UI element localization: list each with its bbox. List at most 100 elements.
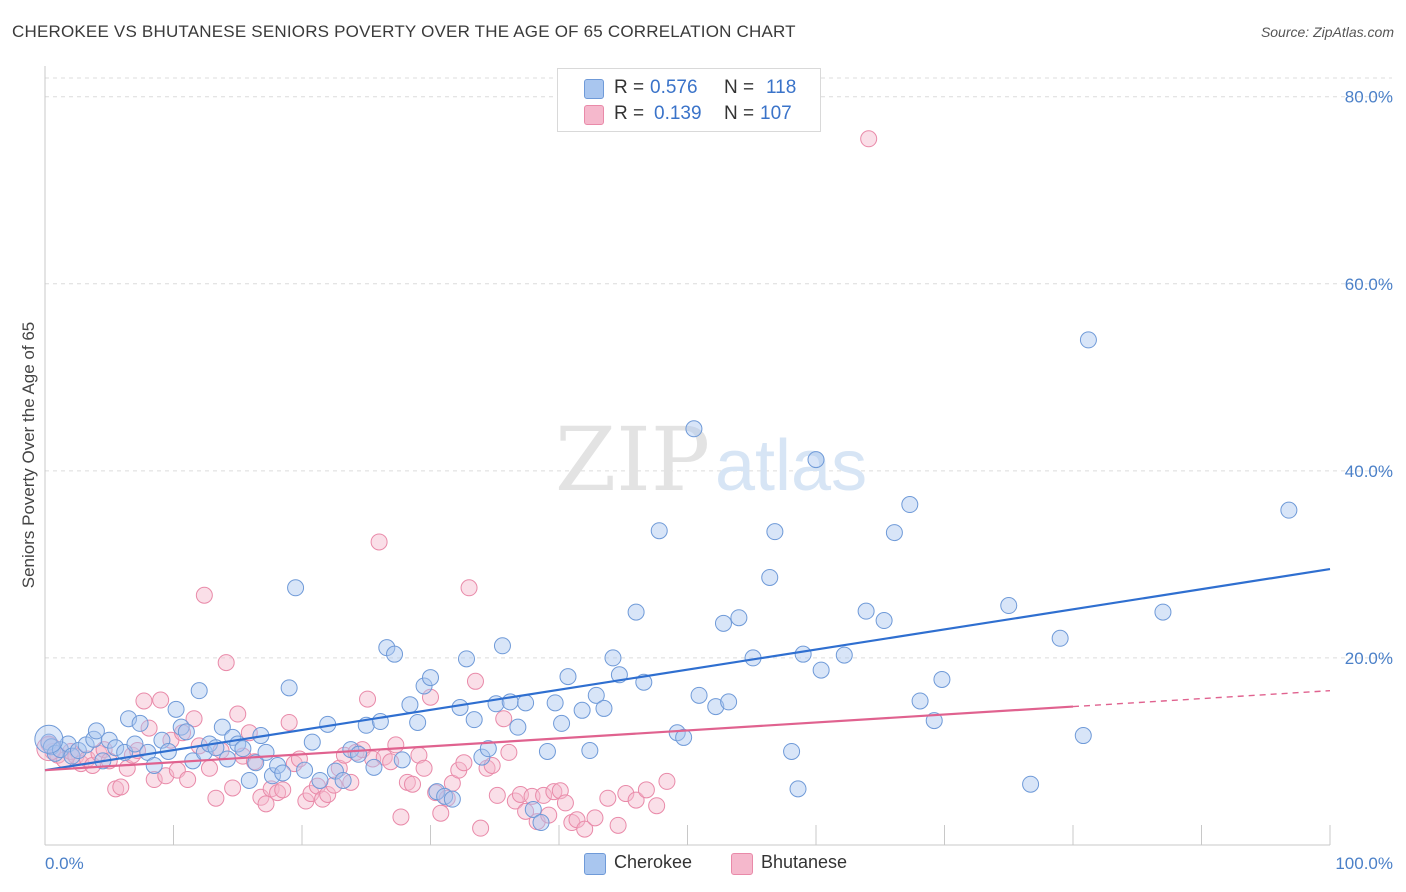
bhutanese-point xyxy=(576,820,594,838)
cherokee-point xyxy=(911,692,929,710)
x-tick-label-max: 100.0% xyxy=(1335,854,1393,873)
bhutanese-point xyxy=(455,754,473,772)
cherokee-point xyxy=(177,723,195,741)
cherokee-point xyxy=(172,718,190,736)
cherokee-point xyxy=(263,767,281,785)
cherokee-point xyxy=(857,602,875,620)
cherokee-point xyxy=(457,650,475,668)
cherokee-point xyxy=(901,496,919,514)
cherokee-point xyxy=(422,669,439,687)
cherokee-point xyxy=(190,682,208,700)
cherokee-point xyxy=(1154,603,1172,621)
watermark-atlas: atlas xyxy=(715,426,867,506)
bhutanese-point xyxy=(617,785,635,803)
y-tick-labels: 20.0% 40.0% 60.0% 80.0% xyxy=(1345,88,1393,668)
bhutanese-point xyxy=(274,781,292,799)
cherokee-point xyxy=(635,673,653,691)
grid-lines xyxy=(45,77,1392,659)
bhutanese-point xyxy=(224,779,242,797)
cherokee-point xyxy=(730,609,748,627)
bhutanese-point xyxy=(207,789,225,807)
cherokee-point xyxy=(287,579,305,597)
cherokee-point xyxy=(532,814,550,832)
cherokee-point xyxy=(334,771,352,789)
cherokee-point xyxy=(386,645,404,663)
cherokee-point xyxy=(604,649,622,667)
cherokee-point xyxy=(213,718,231,736)
bhutanese-n-value: 107 xyxy=(760,103,792,124)
bhutanese-legend-label: Bhutanese xyxy=(761,852,848,872)
cherokee-point xyxy=(685,420,703,438)
watermark-zip: ZIP xyxy=(555,408,710,511)
bhutanese-point xyxy=(658,772,676,790)
bhutanese-point xyxy=(488,786,506,804)
cherokee-point xyxy=(1280,501,1298,519)
bhutanese-point xyxy=(112,778,130,796)
bhutanese-point xyxy=(627,791,645,809)
bhutanese-point xyxy=(415,759,433,777)
bhutanese-point xyxy=(472,819,490,837)
x-tick-labels: 0.0% 100.0% xyxy=(45,854,1393,873)
y-tick-label: 40.0% xyxy=(1345,462,1393,481)
cherokee-point xyxy=(280,679,298,697)
cherokee-point xyxy=(126,735,144,753)
bhutanese-point xyxy=(545,783,563,801)
bhutanese-point xyxy=(648,797,666,815)
cherokee-point xyxy=(875,612,893,630)
cherokee-point xyxy=(595,699,613,717)
cherokee-trend-line xyxy=(44,567,1331,772)
cherokee-point xyxy=(247,754,265,772)
cherokee-point xyxy=(1000,597,1018,615)
bhutanese-point xyxy=(404,775,422,793)
cherokee-point xyxy=(1051,629,1069,647)
cherokee-point xyxy=(761,568,779,586)
bhutanese-point xyxy=(495,710,513,728)
cherokee-point xyxy=(794,645,812,663)
bhutanese-point xyxy=(140,719,158,737)
cherokee-point xyxy=(311,771,329,789)
bhutanese-point xyxy=(860,130,878,148)
cherokee-point xyxy=(296,761,314,779)
trend-lines xyxy=(44,567,1331,772)
y-tick-label: 60.0% xyxy=(1345,275,1393,294)
cherokee-point xyxy=(401,696,419,714)
cherokee-point xyxy=(650,522,668,540)
cherokee-point xyxy=(690,686,708,704)
bhutanese-point xyxy=(586,809,604,827)
cherokee-point xyxy=(443,790,461,808)
cherokee-point xyxy=(707,698,725,716)
cherokee-point xyxy=(766,523,784,541)
cherokee-point xyxy=(546,694,564,712)
cherokee-legend-swatch xyxy=(584,853,606,875)
cherokee-n-value: 118 xyxy=(766,77,797,98)
cherokee-point xyxy=(257,743,275,761)
cherokee-point-cluster xyxy=(34,724,64,754)
cherokee-point xyxy=(240,771,258,789)
cherokee-swatch xyxy=(584,79,604,99)
cherokee-point xyxy=(365,758,383,776)
x-tick-label-min: 0.0% xyxy=(45,854,84,873)
bhutanese-point xyxy=(460,579,478,597)
bhutanese-point xyxy=(609,816,627,834)
cherokee-point xyxy=(509,718,527,736)
bhutanese-point xyxy=(200,759,218,777)
cherokee-point xyxy=(145,756,163,774)
correlation-legend: R = 0.576 N = 118 R = 0.139 N = 107 xyxy=(557,68,821,132)
cherokee-point xyxy=(807,451,825,469)
cherokee-point xyxy=(465,711,483,729)
bhutanese-point xyxy=(319,785,337,803)
y-tick-label: 80.0% xyxy=(1345,88,1393,107)
cherokee-point xyxy=(812,661,830,679)
bhutanese-point xyxy=(432,804,450,822)
bhutanese-r-value: 0.139 xyxy=(654,103,702,124)
cherokee-point xyxy=(581,742,599,760)
cherokee-point xyxy=(479,740,497,758)
bhutanese-point xyxy=(257,795,275,813)
cherokee-point xyxy=(350,745,368,763)
cherokee-point xyxy=(517,694,535,712)
cherokee-point xyxy=(1022,775,1040,793)
bhutanese-point xyxy=(438,789,456,807)
axes xyxy=(44,66,1331,846)
cherokee-point xyxy=(573,701,591,719)
